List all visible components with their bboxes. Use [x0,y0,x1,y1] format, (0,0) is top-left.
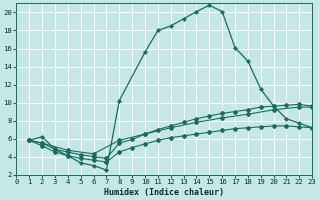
X-axis label: Humidex (Indice chaleur): Humidex (Indice chaleur) [104,188,224,197]
